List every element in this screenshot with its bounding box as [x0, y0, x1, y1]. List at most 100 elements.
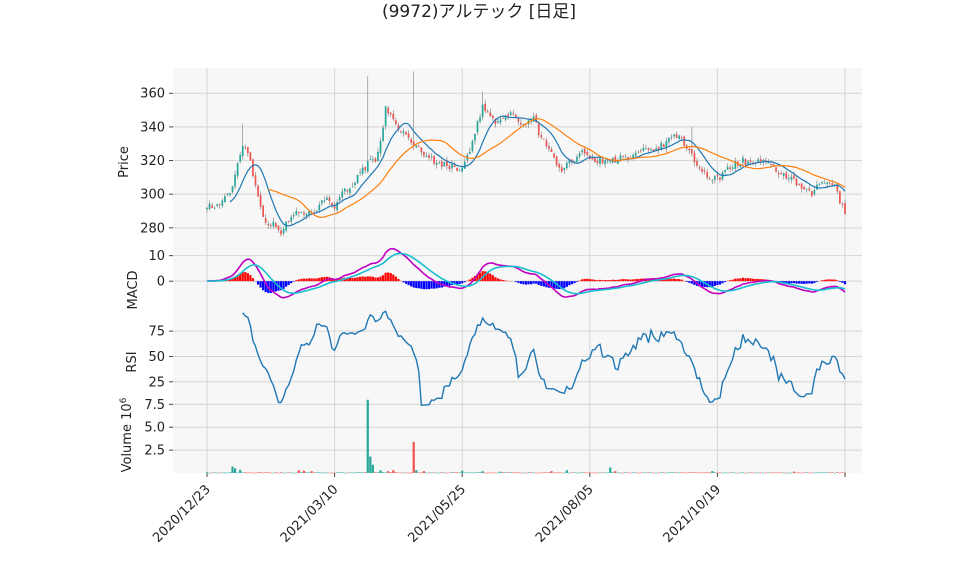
- volume-bar: [841, 472, 843, 473]
- macd-histogram-bar: [316, 278, 318, 281]
- macd-histogram-bar: [492, 275, 494, 281]
- volume-bar: [836, 472, 838, 473]
- macd-histogram-bar: [535, 281, 537, 284]
- candle-body: [451, 164, 453, 168]
- candle-body: [558, 164, 560, 167]
- volume-bar: [446, 473, 448, 474]
- volume-bar: [385, 472, 387, 473]
- volume-bar: [665, 473, 667, 474]
- candle-body: [699, 167, 701, 168]
- volume-bar: [770, 472, 772, 473]
- volume-bar: [267, 472, 269, 473]
- candle-body: [270, 225, 272, 226]
- macd-histogram-bar: [829, 279, 831, 281]
- candle-body: [793, 175, 795, 178]
- macd-histogram-bar: [395, 277, 397, 282]
- candle-body: [255, 175, 257, 185]
- volume-bar: [556, 472, 558, 473]
- candle-body: [408, 134, 410, 138]
- macd-histogram-bar: [392, 275, 394, 282]
- volume-bar: [206, 472, 208, 473]
- volume-bar: [272, 473, 274, 474]
- volume-bar: [359, 472, 361, 473]
- candle-body: [681, 137, 683, 138]
- macd-histogram-bar: [790, 281, 792, 283]
- volume-bar: [829, 472, 831, 473]
- macd-histogram-bar: [604, 280, 606, 281]
- candle-body: [796, 179, 798, 185]
- macd-histogram-bar: [420, 281, 422, 289]
- candle-body: [607, 162, 609, 163]
- candle-body: [336, 202, 338, 210]
- volume-bar: [392, 470, 394, 473]
- volume-bar: [229, 472, 231, 473]
- macd-histogram-bar: [413, 281, 415, 287]
- macd-histogram-bar: [295, 280, 297, 281]
- candle-body: [844, 203, 846, 214]
- volume-bar: [571, 472, 573, 473]
- candle-body: [209, 204, 211, 209]
- volume-bar: [413, 442, 415, 473]
- volume-bar: [433, 472, 435, 473]
- macd-histogram-bar: [813, 281, 815, 283]
- macd-histogram-bar: [515, 281, 517, 282]
- volume-bar: [801, 473, 803, 474]
- volume-bar: [663, 473, 665, 474]
- volume-bar: [469, 472, 471, 473]
- candle-body: [691, 149, 693, 153]
- volume-bar: [704, 473, 706, 474]
- volume-bar: [305, 472, 307, 473]
- volume-bar: [581, 472, 583, 473]
- volume-bar: [719, 472, 721, 473]
- volume-bar: [211, 473, 213, 474]
- volume-bar: [607, 473, 609, 474]
- volume-bar: [627, 473, 629, 474]
- candle-body: [357, 175, 359, 183]
- macd-histogram-bar: [469, 279, 471, 281]
- volume-bar: [752, 473, 754, 474]
- volume-bar: [747, 473, 749, 474]
- volume-bar: [476, 472, 478, 473]
- volume-bar: [604, 473, 606, 474]
- volume-bar: [379, 470, 381, 473]
- volume-bar: [290, 473, 292, 474]
- candle-body: [349, 188, 351, 193]
- macd-histogram-bar: [497, 279, 499, 282]
- candle-body: [821, 182, 823, 184]
- candle-body: [579, 153, 581, 157]
- candle-body: [295, 211, 297, 215]
- rsi-panel-background: [173, 322, 862, 397]
- volume-bar: [548, 472, 550, 473]
- candle-body: [364, 167, 366, 170]
- price-tick-label: 340: [140, 120, 165, 135]
- candle-body: [454, 165, 456, 167]
- volume-bar: [586, 473, 588, 474]
- volume-bar: [530, 472, 532, 473]
- macd-histogram-bar: [589, 279, 591, 281]
- candle-body: [798, 184, 800, 185]
- macd-histogram-bar: [530, 281, 532, 284]
- candle-body: [403, 131, 405, 133]
- candle-body: [673, 134, 675, 136]
- candle-body: [301, 212, 303, 213]
- macd-histogram-bar: [504, 280, 506, 281]
- candle-body: [826, 182, 828, 184]
- volume-bar: [415, 470, 417, 473]
- candle-body: [229, 193, 231, 195]
- volume-bar: [624, 472, 626, 473]
- macd-histogram-bar: [525, 281, 527, 284]
- candle-body: [283, 229, 285, 233]
- candle-body: [814, 190, 816, 194]
- rsi-tick-label: 50: [148, 350, 165, 365]
- candle-body: [456, 168, 458, 171]
- macd-histogram-bar: [461, 281, 463, 283]
- macd-histogram-bar: [367, 276, 369, 281]
- candle-body: [791, 177, 793, 180]
- macd-histogram-bar: [732, 280, 734, 282]
- candle-body: [701, 169, 703, 172]
- macd-tick-label: 0: [157, 275, 165, 290]
- price-axis-label: Price: [117, 146, 132, 178]
- volume-bar: [464, 472, 466, 473]
- volume-bar: [244, 472, 246, 473]
- volume-bar: [410, 473, 412, 474]
